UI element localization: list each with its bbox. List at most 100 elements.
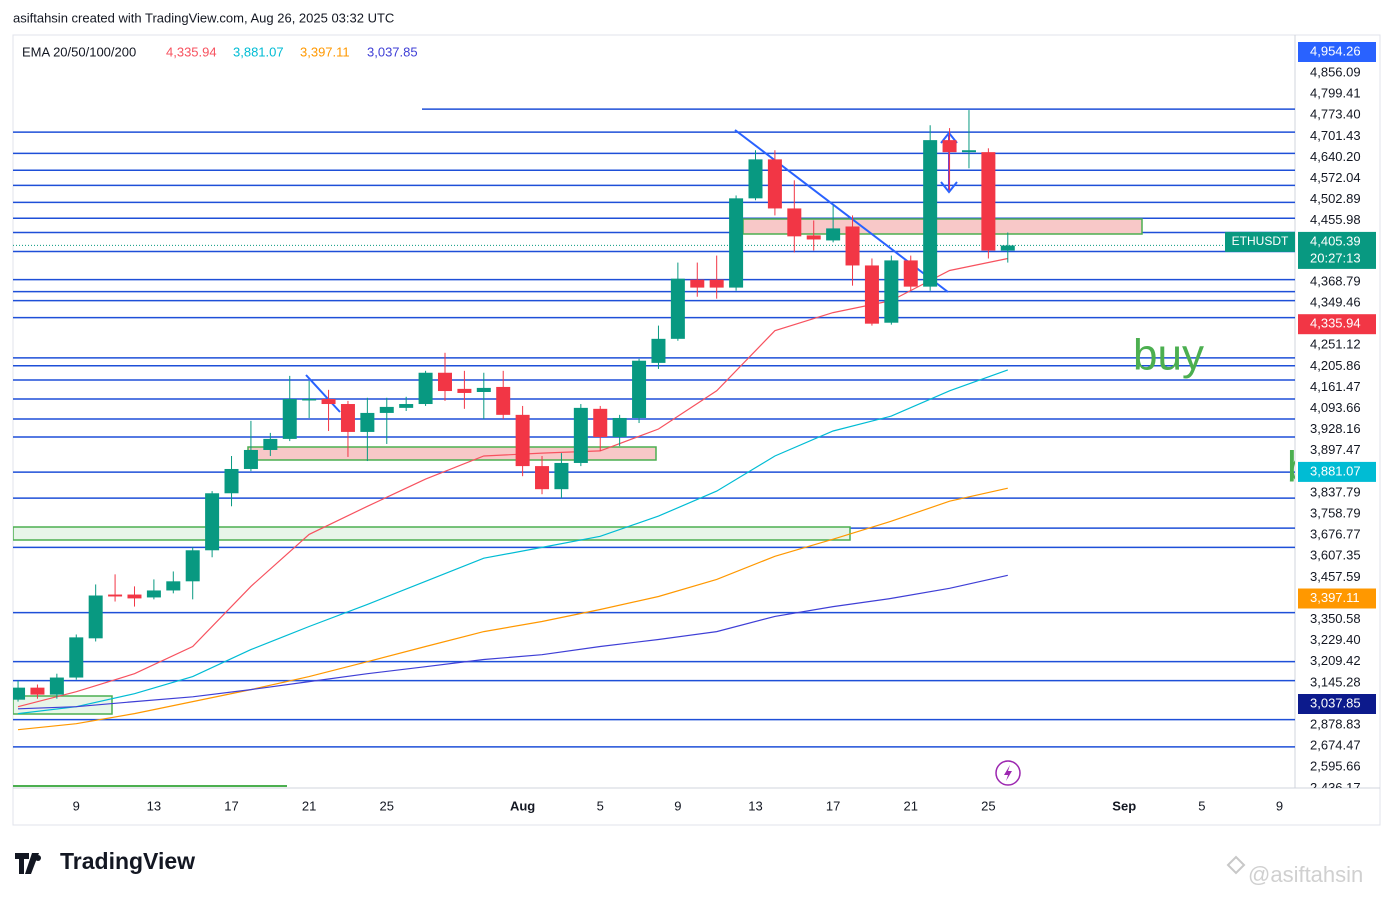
- x-tick-label: 5: [1198, 798, 1205, 813]
- countdown: 20:27:13: [1310, 250, 1361, 265]
- price-label: 3,457.59: [1310, 569, 1361, 584]
- x-tick-label: 9: [674, 798, 681, 813]
- candle-body: [282, 398, 297, 439]
- x-tick-label: 25: [981, 798, 995, 813]
- symbol-tag: ETHUSDT: [1232, 234, 1289, 248]
- x-tick-label: Sep: [1112, 798, 1136, 813]
- price-label: 2,878.83: [1310, 717, 1361, 732]
- price-label: 3,676.77: [1310, 527, 1361, 542]
- price-label: 3,145.28: [1310, 674, 1361, 689]
- candles: [13, 110, 1015, 702]
- price-label: 4,161.47: [1310, 379, 1361, 394]
- candle-body: [767, 159, 782, 209]
- price-label: 4,773.40: [1310, 107, 1361, 122]
- candle-body: [612, 417, 627, 437]
- candle-body: [127, 594, 142, 599]
- price-label-bg: [1298, 694, 1376, 714]
- price-label: 4,640.20: [1310, 149, 1361, 164]
- price-label: 4,368.79: [1310, 273, 1361, 288]
- price-label-bg: [1298, 588, 1376, 609]
- x-tick-label: 21: [302, 798, 316, 813]
- legend: EMA 20/50/100/200 4,335.94 3,881.07 3,397.…: [22, 44, 418, 59]
- ema-line: [17, 369, 1009, 715]
- price-label-bg: [1298, 461, 1376, 482]
- candle-body: [748, 159, 763, 199]
- trend-line: [305, 374, 341, 413]
- candle-body: [321, 398, 336, 405]
- candle-body: [651, 338, 666, 363]
- price-label: 2,674.47: [1310, 738, 1361, 753]
- price-label: 3,758.79: [1310, 506, 1361, 521]
- ema-lines: [17, 257, 1009, 731]
- candle-body: [884, 260, 899, 323]
- candle-body: [205, 493, 220, 551]
- price-label: 4,954.26: [1310, 43, 1361, 58]
- arrow-head: [940, 181, 958, 194]
- price-label: 3,229.40: [1310, 632, 1361, 647]
- candle-body: [923, 140, 938, 287]
- candle-body: [166, 581, 181, 591]
- price-label: 4,856.09: [1310, 65, 1361, 80]
- price-label: 4,701.43: [1310, 128, 1361, 143]
- annotation: buy: [1287, 443, 1358, 492]
- candle-body: [845, 226, 860, 266]
- price-label: 4,349.46: [1310, 295, 1361, 310]
- candle-body: [457, 388, 472, 393]
- candle-body: [1000, 245, 1015, 251]
- price-label: 4,251.12: [1310, 337, 1361, 352]
- price-label: 4,502.89: [1310, 191, 1361, 206]
- candle-body: [942, 140, 957, 153]
- candle-body: [302, 398, 317, 401]
- price-label: 3,397.11: [1310, 590, 1360, 605]
- footer: TradingView @asiftahsin: [15, 848, 1363, 887]
- candle-body: [263, 438, 278, 450]
- price-label: 3,350.58: [1310, 611, 1361, 626]
- annotations: buy buy: [1133, 331, 1358, 492]
- annotation: buy: [1133, 331, 1204, 380]
- candle-body: [961, 150, 976, 153]
- x-tick-label: 9: [73, 798, 80, 813]
- candle-body: [146, 590, 161, 598]
- watermark: @asiftahsin: [1248, 862, 1363, 887]
- legend-value: 3,037.85: [367, 44, 418, 59]
- candle-body: [670, 278, 685, 339]
- zone: [13, 695, 113, 715]
- candle-body: [224, 468, 239, 494]
- candle-body: [108, 594, 123, 597]
- candle-body: [243, 449, 258, 469]
- legend-value: 3,397.11: [300, 44, 350, 59]
- candle-body: [13, 687, 26, 700]
- price-label-bg: [1298, 314, 1376, 335]
- candle-body: [340, 404, 355, 432]
- x-tick-label: 17: [826, 798, 840, 813]
- header: asiftahsin created with TradingView.com,…: [13, 10, 394, 25]
- time-axis: 9 13 17 21 25 Aug 5 9 13 17 21 25 Sep 5 9: [73, 798, 1283, 813]
- candle-body: [476, 387, 491, 392]
- candle-body: [903, 260, 918, 287]
- price-label-bg: [1298, 42, 1376, 62]
- x-tick-label: 13: [748, 798, 762, 813]
- zone: [247, 446, 657, 461]
- arrow-head: [940, 131, 958, 144]
- price-label: 3,209.42: [1310, 653, 1361, 668]
- ema-line: [17, 487, 1008, 731]
- price-label: 3,037.85: [1310, 695, 1361, 710]
- candle-body: [729, 198, 744, 288]
- price-label-bg: [1298, 231, 1376, 269]
- price-label: 3,607.35: [1310, 548, 1361, 563]
- candle-body: [806, 235, 821, 240]
- price-label: 3,837.79: [1310, 484, 1361, 499]
- candle-body: [515, 414, 530, 467]
- frame: [12, 34, 1381, 826]
- logo-text: TradingView: [60, 848, 195, 874]
- candle-body: [88, 595, 103, 639]
- price-label: 3,897.47: [1310, 442, 1361, 457]
- watermark-icon: [1226, 855, 1246, 875]
- price-label: 4,455.98: [1310, 212, 1361, 227]
- price-label: 2,436.17: [1310, 780, 1361, 795]
- zone: [13, 526, 851, 541]
- candle-body: [49, 677, 64, 695]
- candle-body: [360, 412, 375, 432]
